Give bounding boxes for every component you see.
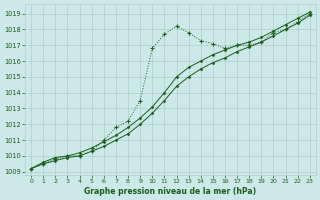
X-axis label: Graphe pression niveau de la mer (hPa): Graphe pression niveau de la mer (hPa) — [84, 187, 257, 196]
